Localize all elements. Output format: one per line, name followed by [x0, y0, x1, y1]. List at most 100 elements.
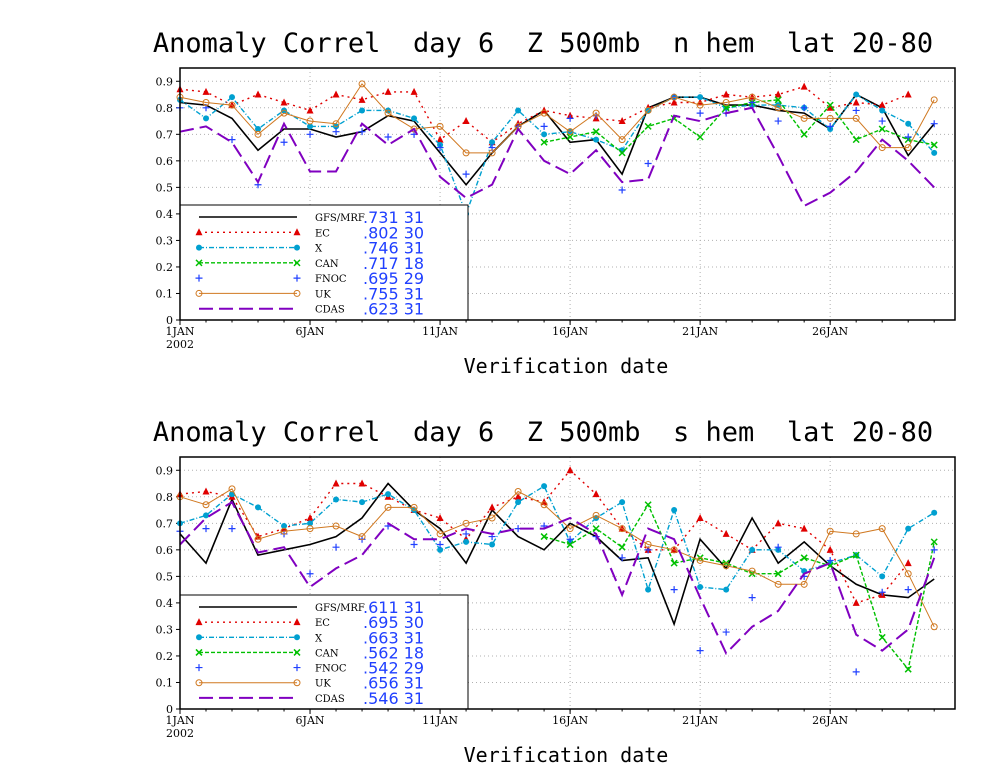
y-tick-label: 0	[166, 314, 173, 327]
legend-label: EC	[315, 228, 330, 239]
data-point-fnoc	[930, 546, 938, 554]
data-point-fnoc	[332, 128, 340, 136]
data-point-can	[618, 543, 626, 551]
data-point-x	[671, 507, 678, 514]
data-point-x	[359, 499, 366, 506]
data-point-ec	[436, 514, 444, 522]
y-tick-label: 0.6	[156, 544, 174, 557]
data-point-ec	[774, 90, 782, 98]
x-tick-label: 16JAN	[552, 325, 588, 338]
data-point-uk	[592, 109, 600, 117]
legend-stat: .746 31	[363, 239, 424, 258]
y-tick-label: 0	[166, 703, 173, 716]
legend-stat: .656 31	[363, 674, 424, 693]
data-point-can	[800, 130, 808, 138]
data-point-uk	[254, 130, 262, 138]
data-point-ec	[358, 95, 366, 103]
legend-label: CAN	[315, 648, 339, 659]
legend-marker-uk	[293, 679, 301, 687]
data-point-x	[255, 504, 262, 511]
data-point-x	[905, 120, 912, 127]
series-cdas	[179, 500, 936, 656]
data-point-can	[670, 559, 678, 567]
data-point-uk	[566, 525, 574, 533]
data-point-can	[878, 633, 886, 641]
legend-marker-fnoc	[293, 274, 301, 282]
legend-marker-ec	[293, 618, 301, 626]
legend-marker-fnoc	[293, 664, 301, 672]
data-point-fnoc	[670, 586, 678, 594]
legend-marker-uk	[195, 679, 203, 687]
data-point-uk	[826, 114, 834, 122]
data-point-x	[489, 139, 496, 146]
data-point-x	[931, 509, 938, 516]
legend-marker-can	[195, 648, 203, 656]
x-tick-sublabel: 2002	[166, 727, 194, 740]
y-tick-label: 0.5	[156, 570, 174, 583]
data-point-can	[774, 96, 782, 104]
y-tick-label: 0.8	[156, 102, 174, 115]
legend-label: UK	[315, 289, 331, 300]
data-point-uk	[540, 501, 548, 509]
data-point-ec	[618, 117, 626, 125]
data-point-ec	[358, 479, 366, 487]
x-tick-label: 11JAN	[422, 325, 458, 338]
data-point-can	[618, 149, 626, 157]
data-point-fnoc	[384, 133, 392, 141]
y-tick-label: 0.8	[156, 491, 174, 504]
data-point-x	[749, 546, 756, 553]
data-point-uk	[228, 101, 236, 109]
data-point-uk	[436, 122, 444, 130]
legend-label: CAN	[315, 259, 339, 270]
data-point-ec	[852, 598, 860, 606]
data-point-fnoc	[826, 556, 834, 564]
legend-stat: .695 29	[363, 269, 424, 288]
data-point-can	[696, 133, 704, 141]
data-point-fnoc	[306, 130, 314, 138]
data-point-ec	[800, 82, 808, 90]
legend-label: CDAS	[315, 305, 345, 316]
data-point-can	[904, 665, 912, 673]
data-point-ec	[696, 514, 704, 522]
data-point-ec	[332, 90, 340, 98]
data-point-fnoc	[436, 541, 444, 549]
x-axis-label: Verification date	[464, 354, 669, 378]
legend-stat: .717 18	[363, 254, 424, 273]
x-tick-label: 26JAN	[812, 714, 848, 727]
legend-marker-fnoc	[195, 664, 203, 672]
series-line-cdas	[179, 500, 936, 656]
data-point-uk	[332, 120, 340, 128]
data-point-uk	[228, 485, 236, 493]
chart-title: Anomaly Correl day 6 Z 500mb s hem lat 2…	[153, 417, 933, 448]
data-point-fnoc	[696, 647, 704, 655]
data-point-ec	[826, 103, 834, 111]
y-tick-label: 0.7	[156, 128, 174, 141]
data-point-uk	[254, 535, 262, 543]
data-point-uk	[826, 527, 834, 535]
data-point-ec	[462, 117, 470, 125]
data-point-ec	[670, 98, 678, 106]
legend-stat: .623 31	[363, 300, 424, 319]
data-point-ec	[488, 503, 496, 511]
data-point-fnoc	[540, 122, 548, 130]
x-tick-label: 16JAN	[552, 714, 588, 727]
legend-stat: .562 18	[363, 643, 424, 662]
data-point-x	[281, 522, 288, 529]
y-tick-label: 0.4	[156, 208, 174, 221]
series-uk	[176, 485, 938, 631]
data-point-uk	[644, 541, 652, 549]
data-point-ec	[306, 514, 314, 522]
data-point-uk	[332, 522, 340, 530]
data-point-uk	[800, 580, 808, 588]
data-point-x	[515, 107, 522, 114]
data-point-ec	[202, 487, 210, 495]
data-point-uk	[540, 109, 548, 117]
data-point-x	[697, 583, 704, 590]
legend-marker-ec	[195, 618, 203, 626]
data-point-x	[593, 136, 600, 143]
data-point-uk	[384, 109, 392, 117]
data-point-ec	[826, 545, 834, 553]
data-point-uk	[592, 511, 600, 519]
data-point-fnoc	[202, 525, 210, 533]
data-point-uk	[722, 562, 730, 570]
